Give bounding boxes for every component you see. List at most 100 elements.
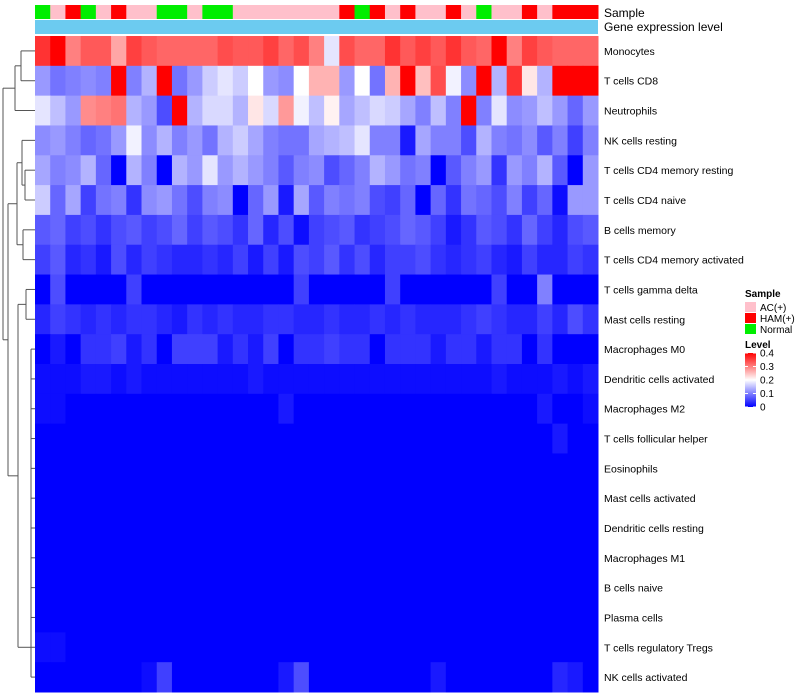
- heatmap-cell: [248, 453, 264, 484]
- heatmap-cell: [567, 423, 584, 454]
- heatmap-cell: [369, 274, 386, 305]
- heatmap-cell: [50, 393, 66, 425]
- heatmap-cell: [50, 304, 66, 335]
- heatmap-cell: [111, 95, 127, 126]
- heatmap-cell: [126, 244, 143, 276]
- heatmap-cell: [35, 572, 51, 604]
- heatmap-cell: [126, 602, 143, 633]
- heatmap-cell: [141, 274, 158, 305]
- sample-annotation-cell: [308, 5, 325, 19]
- sample-annotation-cell: [248, 5, 264, 19]
- heatmap-cell: [461, 513, 477, 544]
- heatmap-cell: [278, 513, 295, 544]
- heatmap-cell: [65, 572, 82, 604]
- heatmap-cell: [111, 125, 127, 156]
- heatmap-cell: [552, 662, 569, 693]
- heatmap-cell: [354, 542, 371, 574]
- heatmap-cell: [552, 542, 569, 574]
- legend-level-tick-label: 0.4: [760, 349, 774, 360]
- heatmap-cell: [80, 125, 97, 156]
- heatmap-cell: [369, 214, 386, 246]
- heatmap-cell: [95, 155, 112, 186]
- heatmap-cell: [217, 632, 234, 663]
- heatmap-cell: [187, 602, 203, 633]
- heatmap-cell: [80, 662, 97, 693]
- heatmap-cell: [506, 572, 523, 604]
- heatmap-cell: [217, 214, 234, 246]
- heatmap-cell: [65, 632, 82, 663]
- heatmap-cell: [537, 632, 553, 663]
- heatmap-cell: [491, 662, 508, 693]
- sample-annotation-cell: [293, 5, 310, 19]
- heatmap-cell: [171, 393, 188, 425]
- heatmap-cell: [582, 572, 599, 604]
- heatmap-cell: [552, 155, 569, 186]
- heatmap-cell: [445, 334, 462, 365]
- heatmap-cell: [567, 572, 584, 604]
- sample-annotation-cell: [171, 5, 188, 19]
- heatmap-cell: [461, 214, 477, 246]
- heatmap-cell: [263, 423, 279, 454]
- heatmap-cell: [156, 423, 173, 454]
- heatmap-cell: [50, 602, 66, 633]
- heatmap-cell: [156, 214, 173, 246]
- heatmap-cell: [141, 602, 158, 633]
- heatmap-cell: [111, 364, 127, 395]
- heatmap-cell: [202, 155, 219, 186]
- heatmap-cell: [156, 662, 173, 693]
- heatmap-cell: [324, 572, 340, 604]
- heatmap-cell: [369, 364, 386, 395]
- heatmap-cell: [232, 214, 249, 246]
- heatmap-cell: [156, 572, 173, 604]
- heatmap-cell: [171, 453, 188, 484]
- heatmap-cell: [293, 304, 310, 335]
- heatmap-cell: [263, 244, 279, 276]
- heatmap-cell: [552, 513, 569, 544]
- heatmap-cell: [415, 364, 432, 395]
- heatmap-cell: [187, 185, 203, 216]
- heatmap-cell: [187, 542, 203, 574]
- heatmap-cell: [506, 542, 523, 574]
- heatmap-cell: [400, 572, 416, 604]
- heatmap-cell: [217, 572, 234, 604]
- heatmap-cell: [111, 244, 127, 276]
- heatmap-cell: [400, 483, 416, 514]
- heatmap-cell: [384, 65, 401, 97]
- heatmap-cell: [476, 185, 492, 216]
- heatmap-cell: [65, 36, 82, 67]
- heatmap-cell: [263, 632, 279, 663]
- heatmap-cell: [461, 453, 477, 484]
- heatmap-cell: [415, 393, 432, 425]
- heatmap-cell: [491, 513, 508, 544]
- heatmap-cell: [278, 423, 295, 454]
- heatmap-cell: [156, 244, 173, 276]
- heatmap-cell: [461, 632, 477, 663]
- row-label: Mast cells activated: [604, 493, 696, 505]
- heatmap-cell: [430, 304, 447, 335]
- heatmap-cell: [217, 95, 234, 126]
- heatmap-cell: [293, 36, 310, 67]
- heatmap-cell: [65, 542, 82, 574]
- heatmap-cell: [415, 185, 432, 216]
- heatmap-cell: [430, 483, 447, 514]
- heatmap-cell: [506, 453, 523, 484]
- legend-sample-label: HAM(+): [760, 314, 795, 325]
- heatmap-cell: [369, 542, 386, 574]
- heatmap-cell: [461, 274, 477, 305]
- heatmap-cell: [126, 572, 143, 604]
- heatmap-cell: [521, 393, 538, 425]
- sample-annotation-cell: [232, 5, 249, 19]
- heatmap-cell: [324, 423, 340, 454]
- heatmap-cell: [293, 393, 310, 425]
- row-label: B cells memory: [604, 225, 677, 237]
- heatmap-cell: [111, 572, 127, 604]
- sample-annotation-cell: [552, 5, 569, 19]
- heatmap-cell: [156, 65, 173, 97]
- heatmap-cell: [278, 602, 295, 633]
- sample-annotation-cell: [263, 5, 279, 19]
- heatmap-cell: [248, 155, 264, 186]
- heatmap-cell: [278, 304, 295, 335]
- heatmap-cell: [263, 185, 279, 216]
- heatmap-cell: [293, 155, 310, 186]
- heatmap-cell: [232, 662, 249, 693]
